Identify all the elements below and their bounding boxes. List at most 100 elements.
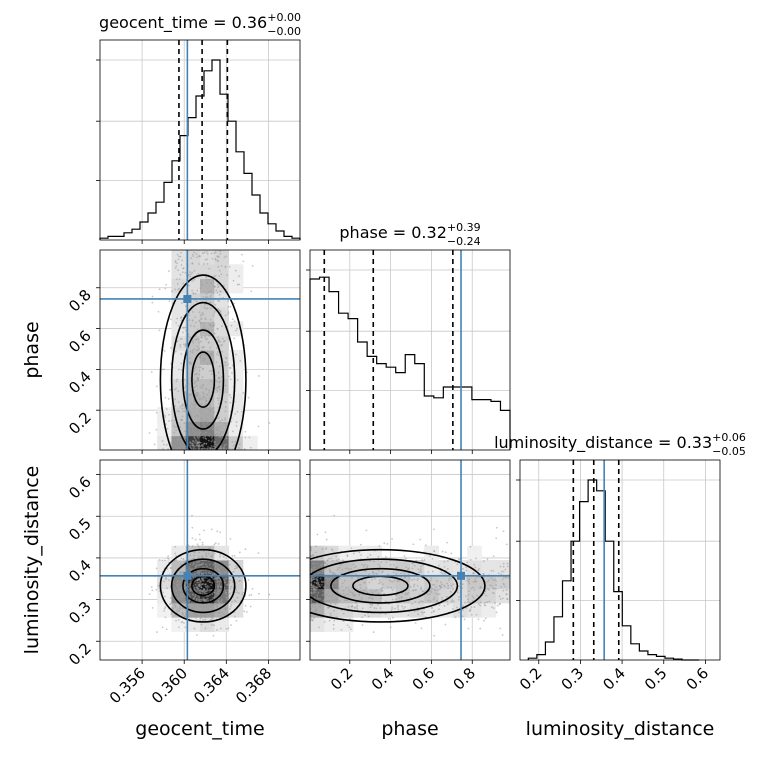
sample-point-geocent_time-vs-phase-360 [216,291,219,294]
sample-point-geocent_time-vs-phase-97 [206,307,209,310]
sample-point-phase-vs-luminosity_distance-489 [446,567,449,570]
sample-point-geocent_time-vs-luminosity_distance-635 [204,583,207,586]
sample-point-phase-vs-luminosity_distance-104 [328,568,331,571]
sample-point-geocent_time-vs-luminosity_distance-796 [233,615,236,618]
sample-point-phase-vs-luminosity_distance-701 [505,543,508,546]
sample-point-phase-vs-luminosity_distance-832 [310,588,313,591]
density-cell-geocent_time-vs-phase-10-0 [242,435,258,450]
sample-point-phase-vs-luminosity_distance-784 [354,593,357,596]
sample-point-phase-vs-luminosity_distance-329 [326,563,329,566]
sample-point-geocent_time-vs-phase-570 [225,255,228,258]
sample-point-geocent_time-vs-phase-541 [195,380,198,383]
sample-point-geocent_time-vs-luminosity_distance-632 [166,567,168,570]
sample-point-geocent_time-vs-phase-272 [185,329,187,332]
sample-point-phase-vs-luminosity_distance-392 [342,592,345,595]
sample-point-phase-vs-luminosity_distance-720 [394,598,397,601]
sample-point-phase-vs-luminosity_distance-490 [433,528,435,531]
sample-point-geocent_time-vs-phase-811 [174,405,177,407]
sample-point-geocent_time-vs-phase-775 [182,331,184,334]
sample-point-geocent_time-vs-phase-200 [200,417,203,419]
sample-point-geocent_time-vs-luminosity_distance-858 [193,586,196,589]
sample-point-geocent_time-vs-luminosity_distance-588 [170,602,172,605]
sample-point-phase-vs-luminosity_distance-120 [431,587,433,590]
sample-point-phase-vs-luminosity_distance-226 [417,577,420,580]
sample-point-phase-vs-luminosity_distance-100 [495,611,498,614]
sample-point-geocent_time-vs-phase-880 [192,255,195,258]
sample-point-geocent_time-vs-luminosity_distance-419 [212,607,215,610]
sample-point-phase-vs-luminosity_distance-707 [433,550,436,553]
sample-point-geocent_time-vs-phase-780 [218,309,221,312]
sample-point-phase-vs-luminosity_distance-674 [495,526,498,529]
sample-point-geocent_time-vs-phase-860 [216,327,219,330]
sample-point-geocent_time-vs-phase-208 [225,443,227,446]
sample-point-phase-vs-luminosity_distance-481 [420,586,422,589]
sample-point-geocent_time-vs-luminosity_distance-166 [173,587,176,589]
sample-point-phase-vs-luminosity_distance-272 [428,593,431,595]
sample-point-phase-vs-luminosity_distance-553 [364,563,366,566]
sample-point-geocent_time-vs-phase-888 [217,377,220,380]
sample-point-geocent_time-vs-phase-323 [236,327,238,330]
sample-point-geocent_time-vs-phase-538 [205,443,208,445]
title-minus-luminosity_distance: −0.05 [712,445,746,458]
sample-point-phase-vs-luminosity_distance-762 [373,590,376,593]
sample-point-phase-vs-luminosity_distance-53 [452,587,455,590]
sample-point-geocent_time-vs-luminosity_distance-763 [205,555,208,558]
panel-hist-geocent_time [99,40,301,240]
sample-point-phase-vs-luminosity_distance-786 [322,590,324,592]
sample-point-phase-vs-luminosity_distance-217 [361,607,364,610]
density-cell-geocent_time-vs-phase-5-6 [171,350,187,365]
sample-point-geocent_time-vs-luminosity_distance-473 [208,603,211,605]
sample-point-geocent_time-vs-luminosity_distance-738 [199,613,202,616]
sample-point-geocent_time-vs-luminosity_distance-303 [238,592,240,595]
sample-point-phase-vs-luminosity_distance-828 [361,624,364,626]
sample-point-phase-vs-luminosity_distance-640 [325,599,328,602]
sample-point-geocent_time-vs-luminosity_distance-480 [216,530,219,533]
sample-point-geocent_time-vs-phase-749 [208,334,211,337]
sample-point-geocent_time-vs-luminosity_distance-497 [175,559,178,561]
sample-point-geocent_time-vs-phase-66 [209,318,212,321]
sample-point-geocent_time-vs-luminosity_distance-786 [219,590,222,592]
density-cell-phase-vs-luminosity_distance-12-6 [481,560,497,575]
sample-point-geocent_time-vs-phase-653 [191,424,193,427]
sample-point-geocent_time-vs-phase-84 [198,347,201,350]
sample-point-geocent_time-vs-phase-750 [168,300,171,303]
sample-point-geocent_time-vs-phase-881 [208,397,211,400]
sample-point-geocent_time-vs-luminosity_distance-410 [184,583,187,586]
sample-point-geocent_time-vs-luminosity_distance-40 [206,587,209,590]
sample-point-phase-vs-luminosity_distance-133 [320,572,323,575]
sample-point-phase-vs-luminosity_distance-166 [326,587,329,589]
sample-point-geocent_time-vs-phase-706 [193,403,196,406]
sample-point-geocent_time-vs-phase-797 [180,438,183,441]
sample-point-geocent_time-vs-phase-551 [248,436,251,439]
sample-point-phase-vs-luminosity_distance-830 [500,586,502,588]
sample-point-geocent_time-vs-phase-34 [177,368,180,371]
sample-point-geocent_time-vs-phase-491 [204,435,207,438]
sample-point-geocent_time-vs-luminosity_distance-341 [187,585,190,588]
sample-point-phase-vs-luminosity_distance-822 [377,603,379,606]
density-cell-phase-vs-luminosity_distance-4-7 [367,545,382,561]
sample-point-geocent_time-vs-phase-661 [219,250,222,253]
sample-point-phase-vs-luminosity_distance-712 [329,599,332,602]
sample-point-geocent_time-vs-phase-129 [174,267,177,270]
sample-point-phase-vs-luminosity_distance-724 [314,589,317,592]
sample-point-geocent_time-vs-luminosity_distance-465 [201,609,204,612]
sample-point-geocent_time-vs-phase-831 [181,302,183,305]
sample-point-geocent_time-vs-luminosity_distance-220 [198,581,200,584]
sample-point-geocent_time-vs-phase-893 [220,273,223,276]
sample-point-geocent_time-vs-luminosity_distance-469 [201,566,204,569]
sample-point-phase-vs-luminosity_distance-436 [450,590,452,593]
sample-point-geocent_time-vs-luminosity_distance-894 [213,597,216,599]
sample-point-phase-vs-luminosity_distance-49 [486,601,489,603]
sample-point-geocent_time-vs-phase-236 [210,369,213,372]
sample-point-geocent_time-vs-phase-111 [218,394,221,396]
sample-point-geocent_time-vs-phase-715 [225,437,228,440]
sample-point-geocent_time-vs-phase-884 [212,428,215,431]
sample-point-phase-vs-luminosity_distance-559 [330,548,333,551]
sample-point-geocent_time-vs-phase-874 [199,255,201,258]
sample-point-phase-vs-luminosity_distance-290 [457,598,460,601]
sample-point-phase-vs-luminosity_distance-695 [353,595,356,598]
sample-point-geocent_time-vs-luminosity_distance-644 [201,577,203,580]
sample-point-geocent_time-vs-luminosity_distance-405 [178,582,180,585]
sample-point-phase-vs-luminosity_distance-498 [327,591,330,594]
sample-point-phase-vs-luminosity_distance-61 [430,611,433,614]
